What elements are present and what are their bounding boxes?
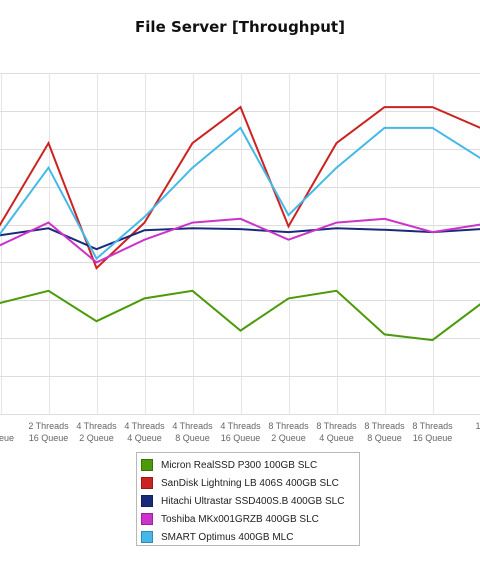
- legend-swatch-1: [141, 477, 153, 489]
- legend-label-0: Micron RealSSD P300 100GB SLC: [161, 459, 318, 471]
- legend-item-0: Micron RealSSD P300 100GB SLC: [141, 456, 359, 474]
- x-tick-label-1-0: 2 Threads: [28, 421, 69, 431]
- legend-item-1: SanDisk Lightning LB 406S 400GB SLC: [141, 474, 359, 492]
- series-line-2: [0, 227, 480, 251]
- x-tick-label-3-1: 4 Queue: [127, 433, 162, 443]
- x-tick-label-5-0: 4 Threads: [220, 421, 261, 431]
- x-tick-label-9-1: 16 Queue: [413, 433, 453, 443]
- series-lines: [0, 105, 480, 342]
- x-tick-label-6-1: 2 Queue: [271, 433, 306, 443]
- x-tick-label-4-1: 8 Queue: [175, 433, 210, 443]
- legend-swatch-2: [141, 495, 153, 507]
- series-line-4: [0, 126, 480, 261]
- series-line-0: [0, 289, 480, 342]
- x-tick-label-9-0: 8 Threads: [412, 421, 453, 431]
- x-tick-label-4-0: 4 Threads: [172, 421, 213, 431]
- legend-swatch-4: [141, 531, 153, 543]
- x-tick-label-6-0: 8 Threads: [268, 421, 309, 431]
- gridlines: [0, 72, 480, 415]
- x-tick-label-7-0: 8 Threads: [316, 421, 357, 431]
- x-tick-label-5-1: 16 Queue: [221, 433, 261, 443]
- legend-item-3: Toshiba MKx001GRZB 400GB SLC: [141, 510, 359, 528]
- x-tick-label-1-1: 16 Queue: [29, 433, 69, 443]
- x-tick-label-8-1: 8 Queue: [367, 433, 402, 443]
- legend-swatch-3: [141, 513, 153, 525]
- legend-item-2: Hitachi Ultrastar SSD400S.B 400GB SLC: [141, 492, 359, 510]
- x-axis-tick-labels: Queue 2 Threads 16 Queue 4 Threads 2 Queue 4 …: [0, 421, 480, 443]
- x-tick-label-2-1: 2 Queue: [79, 433, 114, 443]
- legend-label-2: Hitachi Ultrastar SSD400S.B 400GB SLC: [161, 495, 345, 507]
- legend-label-4: SMART Optimus 400GB MLC: [161, 531, 294, 543]
- legend-item-4: SMART Optimus 400GB MLC: [141, 528, 359, 546]
- x-tick-label-10-0: 16: [475, 421, 480, 431]
- x-tick-label-2-0: 4 Threads: [76, 421, 117, 431]
- x-tick-label-3-0: 4 Threads: [124, 421, 165, 431]
- x-tick-label-7-1: 4 Queue: [319, 433, 354, 443]
- legend-swatch-0: [141, 459, 153, 471]
- x-tick-label-8-0: 8 Threads: [364, 421, 405, 431]
- legend-label-3: Toshiba MKx001GRZB 400GB SLC: [161, 513, 319, 525]
- legend: Micron RealSSD P300 100GB SLC SanDisk Lig…: [136, 452, 360, 546]
- x-tick-label-0-1: Queue: [0, 433, 14, 443]
- series-line-1: [0, 105, 480, 270]
- legend-label-1: SanDisk Lightning LB 406S 400GB SLC: [161, 477, 339, 489]
- series-line-3: [0, 217, 480, 264]
- chart-title: File Server [Throughput]: [135, 18, 345, 36]
